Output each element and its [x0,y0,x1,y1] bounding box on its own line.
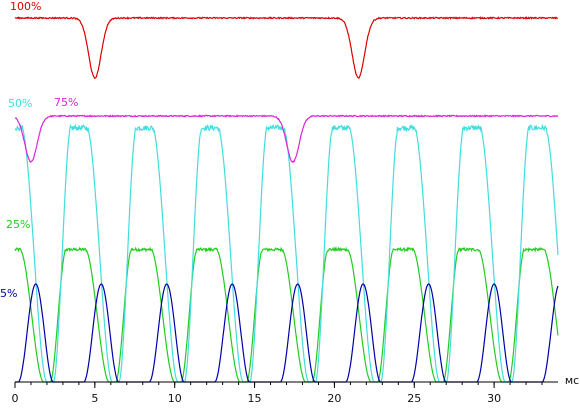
series-line-100pct [14,16,559,80]
series-label-50pct: 50% [8,97,32,110]
series-label-25pct: 25% [6,218,30,231]
series-line-5pct [15,283,559,383]
x-tick-label: 5 [91,392,98,405]
x-tick-label: 25 [407,392,421,405]
series-line-25pct [14,246,559,383]
x-tick-label: 30 [487,392,501,405]
x-tick-label: 15 [248,392,262,405]
series-line-75pct [14,114,559,164]
x-tick-label: 0 [12,392,19,405]
series-label-75pct: 75% [54,96,78,109]
series-label-100pct: 100% [10,0,41,13]
x-tick-label: 20 [327,392,341,405]
x-axis-unit-label: мс [565,374,579,387]
series-line-50pct [14,123,559,383]
series-label-5pct: 5% [0,287,17,300]
x-tick-label: 10 [168,392,182,405]
